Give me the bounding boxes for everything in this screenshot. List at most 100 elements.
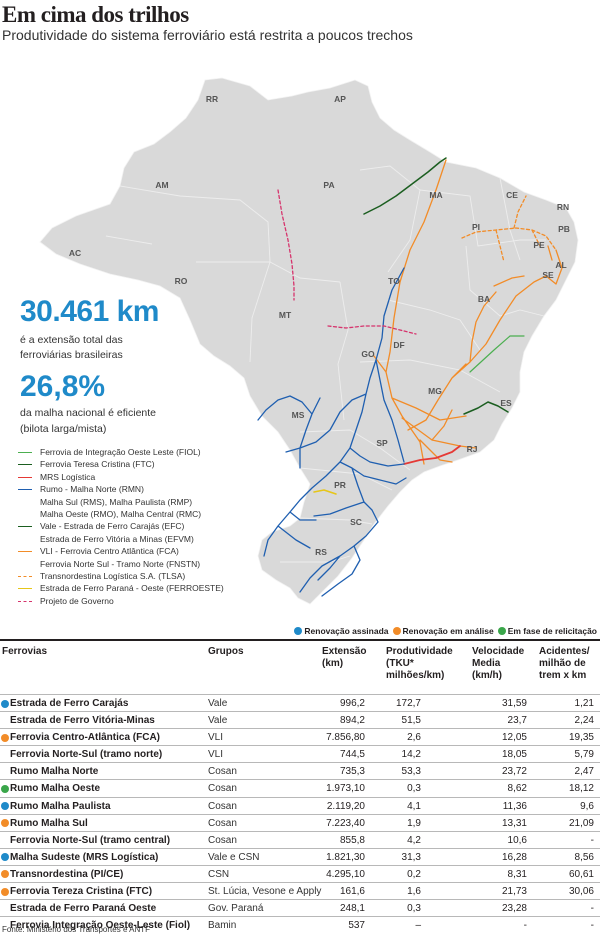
railway-group: VLI [208,732,224,744]
state-label-ba: BA [478,294,490,304]
railway-group: Vale e CSN [208,851,260,863]
legend-label: Projeto de Governo [40,595,114,606]
state-label-pi: PI [472,222,480,232]
railway-length: 744,5 [339,749,365,761]
railway-name: Ferrovia Centro-Atlântica (FCA) [10,732,161,744]
state-label-pr: PR [334,480,346,490]
status-dot [1,853,9,862]
legend-swatch [18,551,32,553]
table-row: Estrada de Ferro Paraná Oeste Gov. Paraná… [0,899,600,916]
table-row: Ferrovia Norte-Sul (tramo norte) VLI 744,5… [0,745,600,762]
railway-accidents: 2,47 [574,766,594,778]
table-row: Ferrovia Tereza Cristina (FTC) St. Lúcia,… [0,882,600,899]
total-length-text-2: ferroviárias brasileiras [20,349,123,361]
renovation-item: Renovação assinada [294,626,389,636]
status-dot [1,733,9,742]
state-label-rr: RR [206,94,218,104]
efficiency-value: 26,8% [20,370,106,403]
railway-group: Cosan [208,800,237,812]
legend-label: Estrada de Ferro Vitória a Minas (EFVM) [40,533,194,544]
table-row: Ferrovia Integração Oeste-Leste (Fiol) Ba… [0,916,600,933]
railway-name: Ferrovia Norte-Sul (tramo norte) [10,749,163,761]
railway-productivity: 31,3 [401,851,421,863]
railway-length: 855,8 [339,834,365,846]
railway-accidents: 19,35 [568,732,594,744]
legend-label: Vale - Estrada de Ferro Carajás (EFC) [40,521,185,532]
state-label-sc: SC [350,517,362,527]
railway-accidents: 18,12 [568,783,594,795]
railway-length: 537 [348,920,365,932]
legend-swatch [18,600,32,602]
railway-speed: 23,72 [501,766,527,778]
railway-speed: 13,31 [501,817,527,829]
railway-length: 1.973,10 [326,783,365,795]
railways-table: Estrada de Ferro Carajás Vale 996,2 172,7 31… [0,694,600,933]
railway-name: Rumo Malha Paulista [10,800,111,812]
state-label-sp: SP [376,438,388,448]
total-length-value: 30.461 km [20,295,159,328]
state-label-es: ES [500,398,512,408]
gov-project-2 [327,325,417,335]
legend-label: Ferrovia Teresa Cristina (FTC) [40,459,155,470]
tlsa-dashed [461,195,557,263]
renovation-label: Em fase de relicitação [507,626,597,636]
railway-name: Ferrovia Tereza Cristina (FTC) [10,886,153,898]
railway-accidents: 9,6 [580,800,594,812]
fiol-line [469,335,525,373]
railway-name: Transnordestina (PI/CE) [10,868,124,880]
ferroeste-line [313,489,337,495]
state-label-ap: AP [334,94,346,104]
renovation-legend: Renovação assinada Renovação em análise Em… [290,626,597,636]
efficiency-text-2: (bilota larga/mista) [20,423,107,435]
renovation-dot [294,627,303,635]
railway-group: Vale [208,698,228,709]
table-top-rule [0,639,600,641]
state-label-rn: RN [557,202,569,212]
railway-length: 894,2 [339,715,365,727]
state-label-ce: CE [506,190,518,200]
legend-swatch [18,489,32,491]
railway-productivity: 14,2 [401,749,421,761]
railway-speed: 18,05 [501,749,527,761]
source-note: Fonte: Ministério dos Transportes e ANTF [2,925,151,934]
header-extensao: Extensão (km) [322,646,367,669]
status-dot [1,819,9,828]
railway-speed: 23,28 [501,903,527,915]
table-row: Rumo Malha Paulista Cosan 2.119,20 4,1 11,36… [0,796,600,814]
table-row: Malha Sudeste (MRS Logística) Vale e CSN 1… [0,847,600,865]
railway-accidents: 5,79 [574,749,594,761]
railway-length: 1.821,30 [326,851,365,863]
railway-accidents: 60,61 [568,868,594,880]
table-row: Rumo Malha Sul Cosan 7.223,40 1,9 13,31 21,09 [0,813,600,831]
railway-name: Rumo Malha Sul [10,817,88,829]
legend-label: Transnordestina Logística S.A. (TLSA) [40,570,186,581]
header-acidentes: Acidentes/milhão de trem x km [539,646,590,681]
header-grupos: Grupos [208,646,244,657]
legend-label: Malha Sul (RMS), Malha Paulista (RMP) [40,496,193,507]
railway-name: Ferrovia Integração Oeste-Leste (Fiol) [10,920,191,932]
railway-length: 2.119,20 [326,800,365,812]
table-row: Rumo Malha Norte Cosan 735,3 53,3 23,72 2,47 [0,762,600,779]
gov-project-1 [277,189,295,301]
state-label-mg: MG [428,386,442,396]
legend-swatch [18,526,32,528]
railway-speed: 23,7 [507,715,527,727]
railway-length: 4.295,10 [326,868,365,880]
total-length-text-1: é a extensão total das [20,334,123,346]
page-subtitle: Produtividade do sistema ferroviário est… [2,27,413,43]
legend-label: MRS Logística [40,471,96,482]
railway-accidents: - [590,834,594,846]
status-dot [1,802,9,811]
railway-speed: 21,73 [501,886,527,898]
rumo-lines [257,267,407,597]
railway-accidents: 2,24 [574,715,594,727]
table-row: Ferrovia Centro-Atlântica (FCA) VLI 7.856,… [0,728,600,745]
ne-orange [545,245,563,285]
railway-productivity: 4,2 [407,834,421,846]
header-ferrovias: Ferrovias [2,646,48,657]
state-label-go: GO [361,349,375,359]
legend-swatch [18,452,32,453]
railway-length: 735,3 [339,766,365,778]
railway-group: Cosan [208,766,237,778]
